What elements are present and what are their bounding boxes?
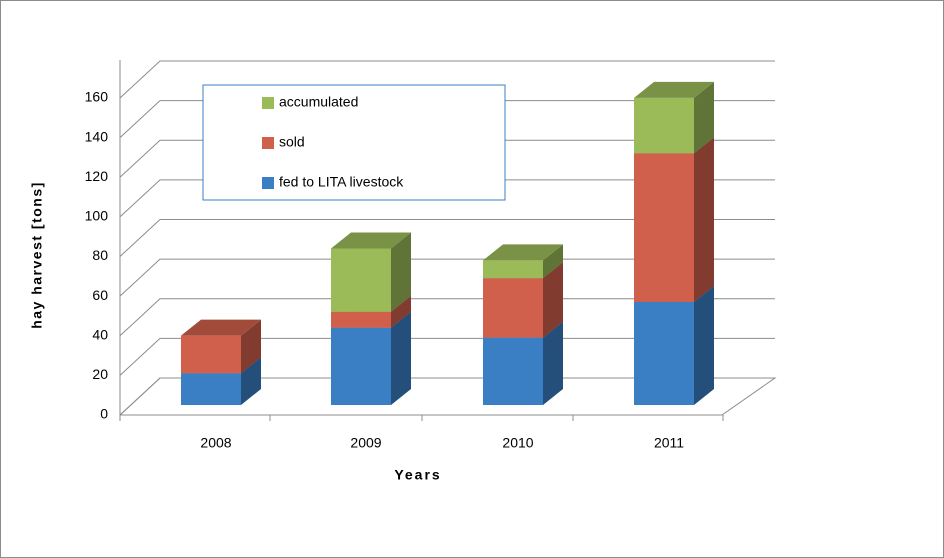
- bar-side: [543, 262, 563, 338]
- bar-front: [634, 97, 694, 154]
- bar-side: [241, 357, 261, 405]
- bar-side: [391, 232, 411, 312]
- y-tick-label: 0: [100, 406, 108, 422]
- legend-swatch: [262, 97, 274, 109]
- legend: accumulated sold fed to LITA livestock: [202, 84, 506, 201]
- legend-label: accumulated: [279, 94, 358, 110]
- bar-segment: [634, 81, 714, 154]
- bar-side: [391, 311, 411, 405]
- bar-side: [241, 319, 261, 374]
- bar-side: [391, 295, 411, 328]
- bar-segment: [634, 137, 714, 302]
- bar-front: [331, 248, 391, 312]
- grid-line: [119, 60, 775, 99]
- bar-side: [543, 321, 563, 405]
- x-tick-label: 2010: [502, 435, 533, 451]
- bar-side: [694, 81, 714, 154]
- bar-top: [331, 232, 411, 249]
- legend-swatch: [262, 137, 274, 149]
- bar-segment: [331, 232, 411, 312]
- bar-top: [634, 81, 714, 98]
- bar-side: [694, 285, 714, 405]
- bar-front: [331, 327, 391, 405]
- y-tick-label: 60: [92, 287, 108, 303]
- grid-line: [119, 219, 775, 257]
- grid-line: [119, 258, 775, 297]
- bar-segment: [181, 319, 261, 374]
- legend-label: sold: [279, 134, 305, 150]
- x-tick-label: 2008: [200, 435, 231, 451]
- bar-front: [181, 373, 241, 405]
- legend-swatch: [262, 177, 274, 189]
- bar-side: [543, 244, 563, 279]
- legend-label: fed to LITA livestock: [279, 174, 404, 190]
- y-tick-label: 40: [92, 326, 108, 342]
- y-tick-label: 120: [85, 168, 109, 184]
- grid-line: [119, 337, 775, 376]
- legend-box: [202, 84, 506, 201]
- y-axis-title: hay harvest [tons]: [29, 181, 45, 329]
- bar-front: [331, 311, 391, 328]
- grid-line: [119, 139, 775, 178]
- y-tick-label: 80: [92, 247, 108, 263]
- bar-top: [181, 319, 261, 336]
- grid-line: [119, 100, 775, 138]
- y-tick-label: 20: [92, 366, 108, 382]
- bar-front: [483, 337, 543, 405]
- y-tick-label: 100: [85, 208, 109, 224]
- y-tick-label: 140: [85, 128, 109, 144]
- x-tick-label: 2009: [350, 435, 381, 451]
- bar-front: [634, 153, 694, 302]
- grid-line: [119, 179, 775, 218]
- x-tick-label: 2011: [654, 435, 684, 451]
- bar-front: [483, 278, 543, 338]
- bar-front: [634, 301, 694, 405]
- bar-front: [181, 335, 241, 374]
- x-axis-title: Years: [394, 467, 441, 483]
- bar-top: [483, 244, 563, 261]
- grid-line: [119, 298, 775, 337]
- bar-segment: [634, 285, 714, 405]
- bar-front: [483, 260, 543, 279]
- bar-segment: [483, 244, 563, 279]
- bar-side: [694, 137, 714, 302]
- grid-line: [119, 377, 775, 416]
- y-tick-label: 160: [85, 89, 109, 105]
